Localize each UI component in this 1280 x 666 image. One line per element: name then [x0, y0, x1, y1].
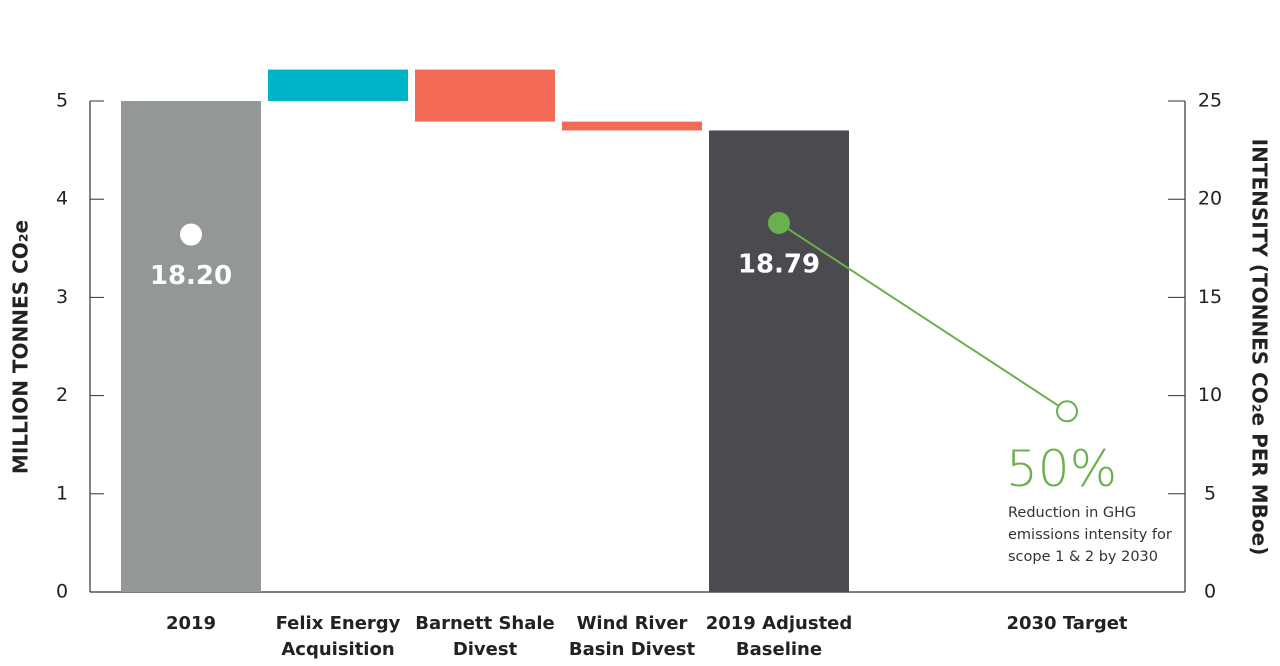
- y2-tick-label: 25: [1198, 90, 1222, 112]
- y2-tick-label: 20: [1198, 188, 1222, 210]
- x-tick-label: Felix Energy Acquisition: [275, 613, 401, 660]
- intensity-line: [778, 222, 1068, 413]
- x-tick-label: Barnett Shale Divest: [415, 613, 555, 660]
- bar: [268, 69, 408, 101]
- y-tick-label: 4: [56, 188, 68, 210]
- annotation-headline: 50%: [1006, 440, 1118, 498]
- y-tick-label: 5: [56, 90, 68, 112]
- x-tick-label: 2019: [165, 613, 217, 634]
- y2-axis-label: INTENSITY (TONNES CO₂e PER MBoe): [1248, 139, 1272, 556]
- intensity-point: [180, 223, 202, 246]
- y2-tick-label: 5: [1204, 482, 1216, 504]
- annotation-text: Reduction in GHG emissions intensity for…: [1008, 505, 1172, 565]
- y-axis-label: MILLION TONNES CO₂e: [9, 220, 33, 474]
- y-tick-label: 2: [56, 384, 68, 406]
- bar: [121, 101, 261, 592]
- intensity-point: [1056, 400, 1078, 423]
- y-tick-label: 3: [56, 286, 68, 308]
- bar: [709, 130, 849, 592]
- value-label: 18.79: [738, 249, 820, 279]
- bar: [415, 69, 555, 122]
- y2-tick-label: 10: [1198, 384, 1222, 406]
- y2-tick-label: 15: [1198, 286, 1222, 308]
- y-tick-label: 0: [56, 581, 68, 603]
- y-tick-label: 1: [56, 482, 68, 504]
- value-label: 18.20: [150, 261, 232, 291]
- x-tick-label: Wind River Basin Divest: [568, 613, 696, 660]
- intensity-point: [768, 211, 790, 234]
- y2-tick-label: 0: [1204, 581, 1216, 603]
- x-tick-label: 2030 Target: [1006, 613, 1128, 634]
- bar: [562, 121, 702, 131]
- x-tick-label: 2019 Adjusted Baseline: [705, 613, 853, 660]
